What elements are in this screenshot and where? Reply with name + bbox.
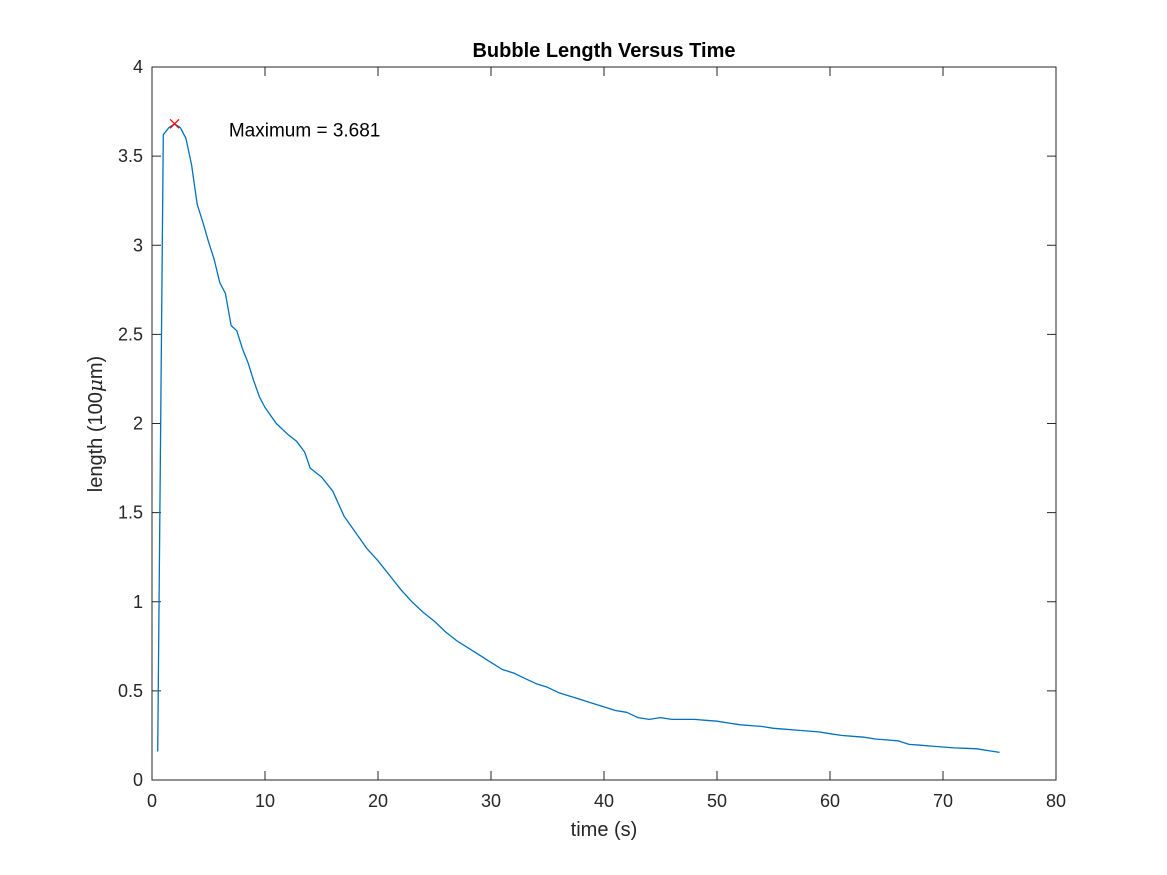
y-tick-label: 4 (133, 57, 143, 77)
y-tick-label: 2 (133, 414, 143, 434)
axes-box (151, 66, 1057, 781)
series-line (157, 123, 1000, 754)
series-group (157, 123, 1000, 754)
axis-labels: Bubble Length Versus Time time (s) lengt… (83, 40, 736, 841)
y-tick-label: 0.5 (118, 681, 143, 701)
y-tick-label: 1 (133, 592, 143, 612)
x-tick-label: 60 (820, 791, 840, 811)
x-tick-label: 20 (368, 791, 388, 811)
y-tick-label: 2.5 (118, 324, 143, 344)
y-tick-label: 0 (133, 770, 143, 790)
axis-ticks: 0 10 20 30 40 50 60 70 80 0 0.5 1 1.5 2 2.5 3 3.5 4 (118, 57, 1066, 811)
y-tick-label: 1.5 (118, 503, 143, 523)
y-axis-label-suffix: m) (85, 356, 107, 379)
y-axis-label-prefix: length (100 (85, 392, 107, 492)
x-tick-label: 40 (594, 791, 614, 811)
maximum-marker (169, 118, 180, 129)
plot-area (151, 66, 1057, 781)
maximum-marker-group: Maximum = 3.681 (169, 118, 381, 141)
x-axis-label: time (s) (571, 819, 638, 841)
x-tick-label: 10 (255, 791, 275, 811)
x-tick-label: 50 (707, 791, 727, 811)
x-tick-label: 70 (933, 791, 953, 811)
y-axis-label-mu: μ (83, 379, 107, 392)
x-tick-label: 80 (1046, 791, 1066, 811)
maximum-annotation: Maximum = 3.681 (229, 120, 381, 141)
x-tick-label: 0 (147, 791, 157, 811)
y-tick-label: 3.5 (118, 146, 143, 166)
x-tick-label: 30 (481, 791, 501, 811)
y-tick-label: 3 (133, 235, 143, 255)
chart-title: Bubble Length Versus Time (472, 40, 735, 62)
y-axis-label: length (100μm) (83, 356, 107, 492)
maximum-marker-stroke (169, 118, 180, 129)
